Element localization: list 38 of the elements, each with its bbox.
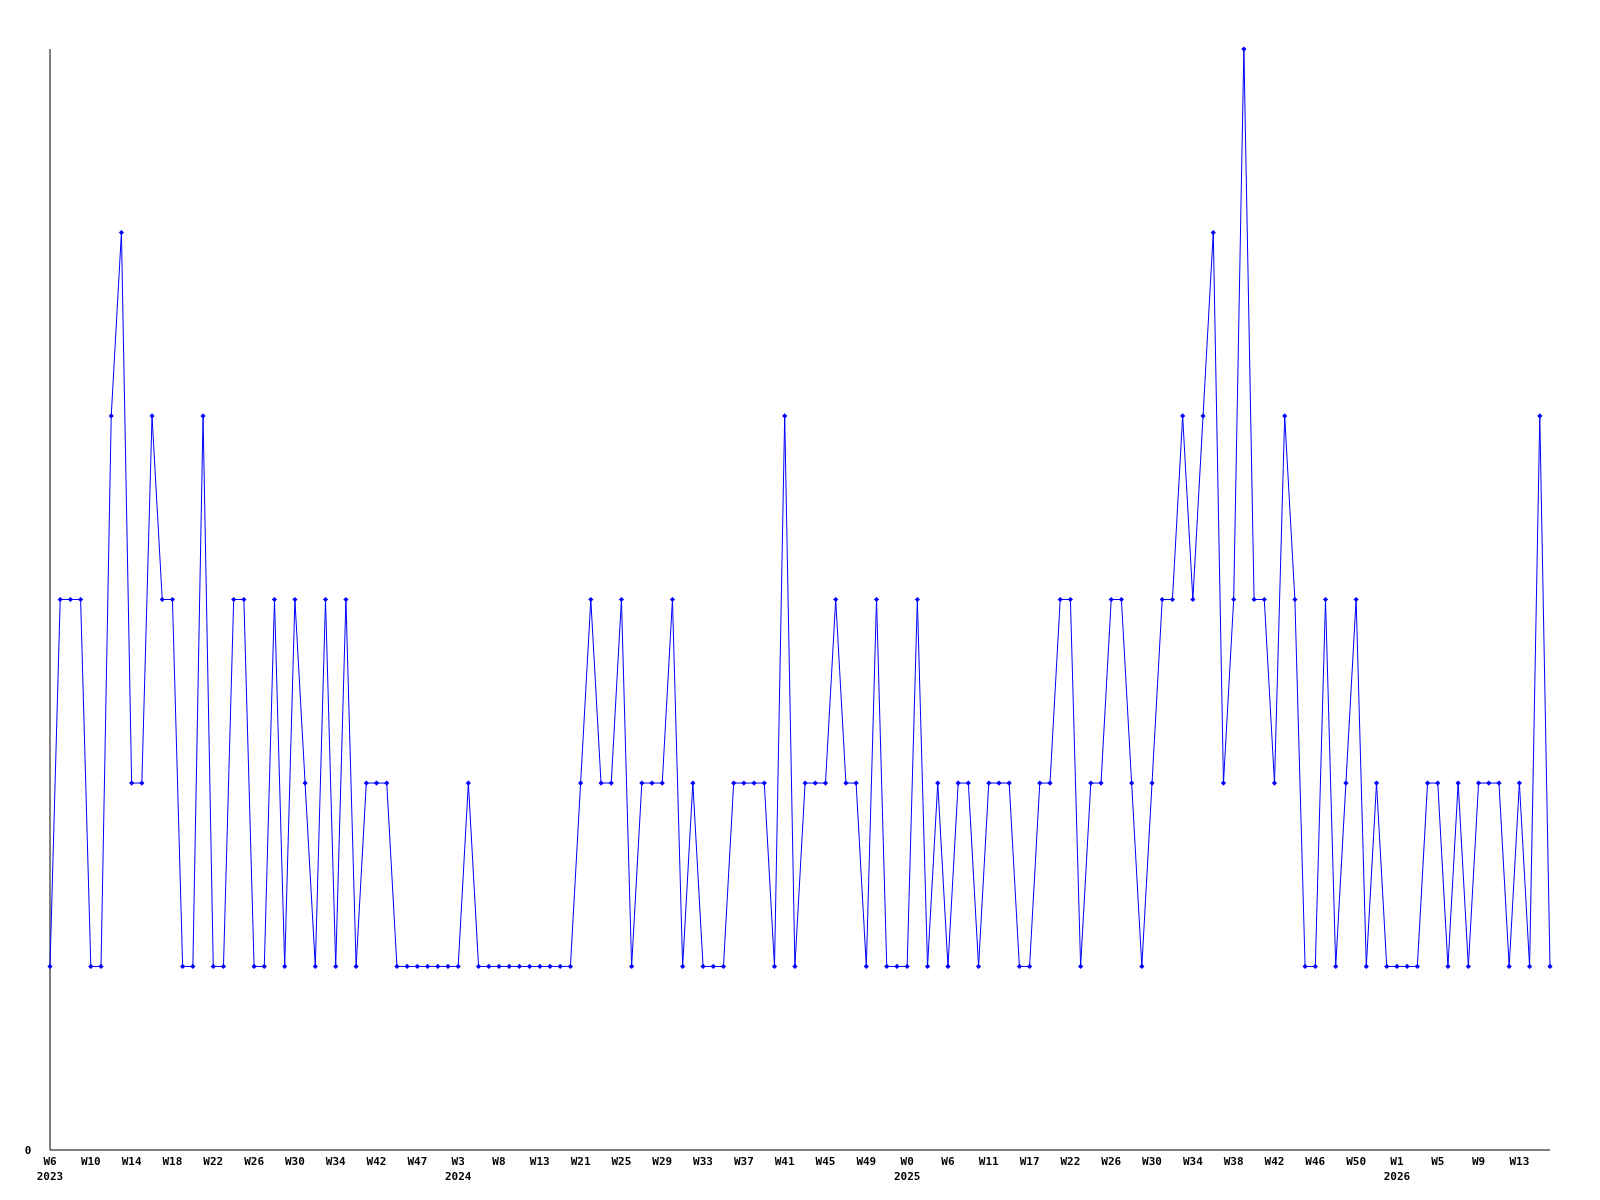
x-tick-label: W5	[1431, 1155, 1445, 1168]
x-tick-label: W30	[1142, 1155, 1162, 1168]
x-tick-label: W26	[1101, 1155, 1122, 1168]
x-tick-label: W0 2025	[893, 1155, 921, 1183]
x-tick-label: W34	[1182, 1155, 1204, 1168]
x-tick-label: W17	[1019, 1155, 1040, 1168]
x-tick-label: W33	[693, 1155, 713, 1168]
x-tick-label: W42	[1264, 1155, 1285, 1168]
x-tick-label: W34	[325, 1155, 347, 1168]
x-tick-label: W14	[121, 1155, 142, 1168]
x-tick-label: W25	[611, 1155, 632, 1168]
x-tick-label: W11	[978, 1155, 1000, 1168]
x-tick-label: W41	[774, 1155, 795, 1168]
x-tick-label: W50	[1346, 1155, 1367, 1168]
x-tick-label: W8	[492, 1155, 506, 1168]
x-tick-label: W26	[244, 1155, 265, 1168]
x-tick-label: W18	[162, 1155, 183, 1168]
x-tick-label: W47	[407, 1155, 428, 1168]
x-tick-label: W45	[815, 1155, 836, 1168]
x-tick-label: W22	[1060, 1155, 1081, 1168]
x-tick-label: W6 2023	[36, 1155, 64, 1183]
x-tick-label: W38	[1223, 1155, 1244, 1168]
x-tick-label: W3 2024	[444, 1155, 472, 1183]
x-tick-label: W9	[1471, 1155, 1486, 1168]
x-tick-label: W13	[1509, 1155, 1530, 1168]
x-tick-label: W22	[203, 1155, 224, 1168]
x-tick-label: W1 2026	[1383, 1155, 1411, 1183]
x-tick-label: W13	[529, 1155, 550, 1168]
x-tick-label: W42	[366, 1155, 387, 1168]
x-tick-label: W21	[570, 1155, 591, 1168]
x-tick-label: W29	[652, 1155, 673, 1168]
x-tick-label: W37	[733, 1155, 754, 1168]
x-tick-label: W10	[80, 1155, 101, 1168]
x-tick-label: W49	[856, 1155, 877, 1168]
x-tick-label: W46	[1305, 1155, 1326, 1168]
x-tick-label: W30	[284, 1155, 305, 1168]
text: 0	[24, 1143, 32, 1157]
x-tick-label: W6	[941, 1155, 955, 1168]
